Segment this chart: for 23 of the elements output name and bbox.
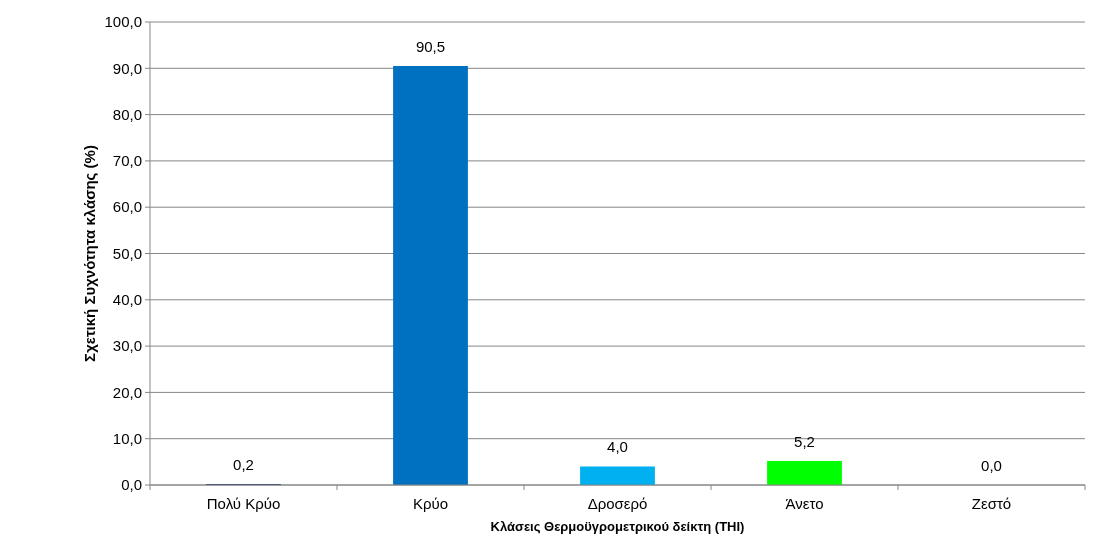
y-tick-label: 20,0 — [112, 383, 142, 401]
data-label: 0,2 — [233, 456, 254, 474]
y-tick-label: 0,0 — [121, 476, 142, 494]
data-label: 5,2 — [794, 432, 815, 450]
x-tick-label: Ζεστό — [971, 495, 1012, 512]
data-label: 0,0 — [981, 457, 1002, 474]
y-tick-label: 90,0 — [112, 59, 142, 77]
x-tick-label: Κρύο — [412, 495, 449, 512]
y-tick-label: 60,0 — [112, 198, 142, 216]
data-label: 90,5 — [415, 37, 446, 55]
y-tick-label: 70,0 — [112, 152, 142, 170]
y-tick-label: 100,0 — [104, 13, 142, 31]
y-tick-label: 50,0 — [112, 244, 142, 262]
y-tick-label: 10,0 — [112, 429, 142, 447]
y-tick-label: 80,0 — [112, 105, 142, 123]
y-axis-title: Σχετική Συχνότητα κλάσης (%) — [81, 145, 98, 362]
x-tick-label: Άνετο — [785, 495, 824, 512]
x-tick-label: Δροσερό — [587, 495, 648, 512]
y-tick-label: 40,0 — [112, 291, 142, 309]
x-tick-label: Πολύ Κρύο — [206, 495, 281, 512]
data-label: 4,0 — [607, 438, 628, 456]
y-tick-label: 30,0 — [112, 337, 142, 355]
x-axis-title: Κλάσεις Θερμοϋγρομετρικού δείκτη (THI) — [490, 519, 745, 534]
